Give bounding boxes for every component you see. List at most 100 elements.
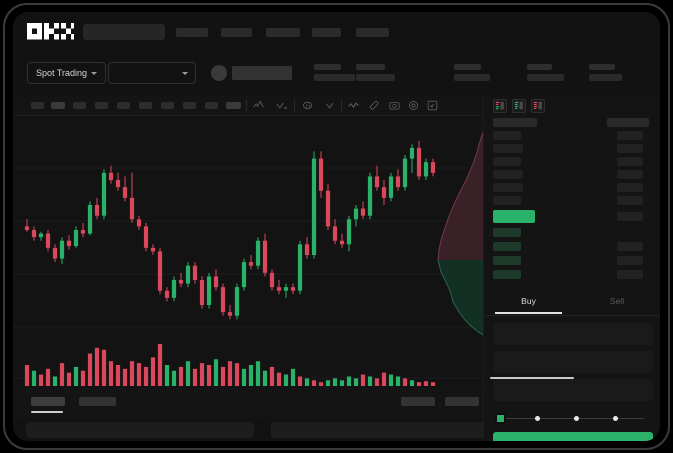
pair-selector[interactable] [108,62,196,84]
orderbook-mode-both-icon[interactable] [493,99,507,113]
active-tab-underline [31,411,63,413]
orderbook-display-modes [493,99,545,113]
tab-buy[interactable]: Buy [521,296,536,306]
orderbook-bid-row[interactable] [493,228,521,237]
stat-24h-volume [589,64,622,81]
fullscreen-icon[interactable] [426,99,439,112]
orderbook-ask-row[interactable] [493,170,523,179]
orderbook-mode-asks-icon[interactable] [531,99,545,113]
nav-item-4[interactable] [312,28,341,37]
tab-sell[interactable]: Sell [609,296,625,306]
toolbar-divider [294,100,295,111]
snapshot-camera-icon[interactable] [388,99,401,112]
timeframe-3[interactable] [73,102,86,109]
timeframe-6[interactable] [139,102,152,109]
orders-tabbar [13,388,483,418]
orderbook-bid-row[interactable] [617,270,643,279]
stat-24h-low [527,64,564,81]
price-chart[interactable] [13,116,483,388]
price-field[interactable] [493,323,653,345]
bottom-card-right[interactable] [271,422,490,438]
nav-item-5[interactable] [356,28,389,37]
slider-stop-25[interactable] [535,415,540,421]
stat-24h-change [356,64,395,81]
orderbook-rows[interactable] [484,118,660,291]
orderbook-ask-row[interactable] [493,144,523,153]
timeframe-1[interactable] [31,102,44,109]
tab-open-orders[interactable] [31,397,65,406]
total-field[interactable] [493,379,653,401]
stat-24h-high [454,64,490,81]
trading-mode-label: Spot Trading [36,68,88,78]
nav-item-1[interactable] [176,28,208,37]
bottom-card-left[interactable] [26,422,254,438]
orderbook-ask-row[interactable] [617,183,643,192]
depth-chart-overlay [437,116,489,341]
orderbook-mode-bids-icon[interactable] [512,99,526,113]
app-header [13,12,660,52]
market-subheader: Spot Trading [13,52,660,95]
chart-type-icon[interactable] [324,99,337,112]
orderbook-header-left [493,118,537,127]
orderbook-trade-sidebar: Buy Sell [483,95,660,441]
orderbook-header-right [607,118,649,127]
timeframe-2[interactable] [51,102,65,109]
slider-stop-75[interactable] [613,415,618,421]
tab-order-history[interactable] [79,397,116,406]
orderbook-ask-row[interactable] [617,157,643,166]
place-buy-order-button[interactable] [493,432,653,441]
buy-tab-underline [495,312,562,314]
orderbook-bid-row[interactable] [493,256,521,265]
chevron-down-icon [91,71,98,75]
slider-handle[interactable] [495,413,506,424]
orderbook-ask-row[interactable] [617,170,643,179]
timeframe-4[interactable] [95,102,108,109]
coin-avatar [211,65,227,81]
orderbook-bid-row[interactable] [493,270,521,279]
drawing-ruler-icon[interactable] [368,99,381,112]
orderbook-ask-row[interactable] [617,196,643,205]
orderbook-bid-row[interactable] [617,242,643,251]
compare-icon[interactable] [275,99,288,112]
slider-track [501,418,644,419]
toolbar-divider [341,100,342,111]
orderbook-ask-row[interactable] [617,131,643,140]
orders-content-row [13,418,490,441]
slider-stop-50[interactable] [574,415,579,421]
orderbook-scrollbar[interactable] [490,377,574,379]
app-screen: Spot Trading [13,12,660,441]
search-input[interactable] [83,24,165,40]
pair-name-placeholder [232,66,292,80]
svg-text:ƒx: ƒx [305,104,311,110]
candlestick-svg [13,140,483,386]
timeframe-7[interactable] [161,102,174,109]
chevron-down-icon [182,71,188,75]
okx-logo[interactable] [27,23,74,40]
timeframe-5[interactable] [117,102,130,109]
settings-gear-icon[interactable] [407,99,420,112]
timeframe-9[interactable] [205,102,218,109]
indicator-icon[interactable] [252,99,265,112]
orderbook-bid-row[interactable] [493,242,521,251]
orderbook-bid-row[interactable] [617,212,643,221]
timeframe-8[interactable] [183,102,196,109]
buy-sell-tabs: Buy Sell [484,291,660,316]
orderbook-ask-row[interactable] [617,144,643,153]
orderbook-bid-row[interactable] [617,256,643,265]
line-chart-icon[interactable] [347,99,360,112]
timeframe-10[interactable] [226,102,241,109]
orderbook-ask-row[interactable] [493,131,521,140]
nav-item-3[interactable] [266,28,300,37]
orderbook-ask-row[interactable] [493,157,521,166]
action-hide-other-pairs[interactable] [401,397,435,406]
nav-item-2[interactable] [221,28,252,37]
trading-mode-selector[interactable]: Spot Trading [27,62,107,84]
toolbar-divider [246,100,247,111]
orderbook-ask-row[interactable] [493,196,521,205]
amount-field[interactable] [493,351,653,373]
orderbook-ask-row[interactable] [493,183,523,192]
action-cancel-all[interactable] [445,397,479,406]
templates-icon[interactable]: ƒx [301,99,314,112]
orderbook-best-price[interactable] [493,210,535,223]
